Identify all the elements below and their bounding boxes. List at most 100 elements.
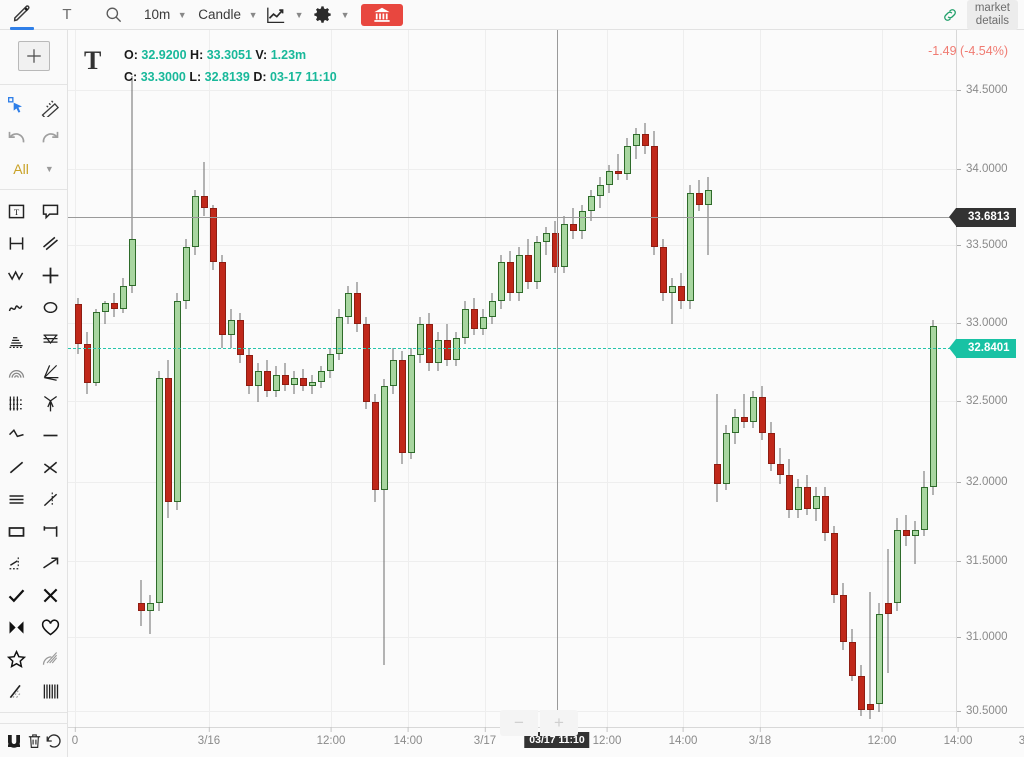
horizontal-line-icon[interactable]: [34, 419, 68, 451]
zigzag-icon[interactable]: [0, 259, 34, 291]
line-chart-icon[interactable]: [261, 0, 291, 30]
star-icon[interactable]: [0, 643, 34, 675]
heart-icon[interactable]: [34, 611, 68, 643]
fib-speed-fan-icon[interactable]: [34, 643, 68, 675]
callout-icon[interactable]: [34, 195, 68, 227]
fib-channel-icon[interactable]: [0, 483, 34, 515]
zoom-out-button[interactable]: −: [500, 710, 538, 736]
text-tool-button[interactable]: T: [62, 6, 72, 23]
candle: [389, 347, 397, 394]
gear-icon[interactable]: [307, 0, 337, 30]
undo-icon[interactable]: [0, 122, 34, 154]
chevron-down-icon[interactable]: ▼: [294, 9, 304, 20]
candle: [911, 520, 919, 565]
pencil-icon[interactable]: [0, 0, 44, 30]
candle-body: [74, 304, 82, 345]
chart-type-selector[interactable]: Candle: [198, 7, 242, 22]
cross-lines-icon[interactable]: [34, 451, 68, 483]
candle-body: [812, 496, 820, 509]
candle: [650, 130, 658, 255]
candle-body: [200, 195, 208, 209]
candle: [263, 359, 271, 398]
candle: [497, 254, 505, 309]
bank-icon[interactable]: [361, 3, 404, 26]
candle-body: [182, 246, 190, 302]
fib-retracement-icon[interactable]: [34, 323, 68, 355]
fib-wedge-icon[interactable]: [34, 355, 68, 387]
candle-body: [515, 254, 523, 294]
candle-body: [731, 417, 739, 433]
ruler-icon[interactable]: [34, 90, 68, 122]
candle: [344, 285, 352, 325]
magnet-icon[interactable]: [4, 725, 24, 757]
scribble-icon[interactable]: [0, 291, 34, 323]
candle: [209, 205, 217, 271]
candle-body: [911, 530, 919, 537]
ray-icon[interactable]: [0, 675, 34, 707]
candle: [443, 324, 451, 367]
chevron-down-icon[interactable]: ▼: [177, 9, 187, 20]
time-tick: 3/16: [197, 727, 221, 747]
candle: [875, 603, 883, 712]
trash-icon[interactable]: [24, 725, 44, 757]
fib-grid-icon[interactable]: [0, 387, 34, 419]
candle: [623, 138, 631, 181]
chevron-down-icon[interactable]: ▼: [248, 9, 258, 20]
candle-body: [740, 417, 748, 422]
candle: [272, 366, 280, 398]
candle-body: [371, 401, 379, 490]
candle-body: [569, 223, 577, 232]
ellipse-icon[interactable]: [34, 291, 68, 323]
candle: [794, 479, 802, 518]
date-key: D:: [253, 70, 267, 84]
text-box-icon[interactable]: T: [0, 195, 34, 227]
candle-body: [92, 311, 100, 384]
candle-body: [686, 192, 694, 302]
candle: [902, 514, 910, 546]
rectangle-icon[interactable]: [0, 515, 34, 547]
range-bar-icon[interactable]: [34, 515, 68, 547]
x-mark-icon[interactable]: [34, 579, 68, 611]
redo-icon[interactable]: [34, 122, 68, 154]
grid-line-v: [607, 30, 608, 727]
close-value: 33.3000: [140, 70, 186, 84]
dotted-trend-icon[interactable]: [0, 547, 34, 579]
market-details-button[interactable]: market details: [966, 0, 1018, 30]
bars-pattern-icon[interactable]: [34, 675, 68, 707]
candle: [596, 177, 604, 209]
trend-line-icon[interactable]: [0, 451, 34, 483]
candle: [524, 239, 532, 289]
pitchfork-icon[interactable]: [34, 387, 68, 419]
open-key: O:: [124, 48, 138, 62]
zoom-in-button[interactable]: +: [540, 710, 578, 736]
candle: [560, 215, 568, 274]
tool-filter-dropdown[interactable]: All ▼: [0, 154, 67, 184]
chevron-down-icon[interactable]: ▼: [340, 9, 350, 20]
reset-icon[interactable]: [44, 725, 64, 757]
crosshair-icon[interactable]: [17, 41, 50, 71]
link-icon[interactable]: [933, 0, 967, 30]
candle: [533, 236, 541, 289]
check-icon[interactable]: [0, 579, 34, 611]
triangle-pair-icon[interactable]: [0, 611, 34, 643]
interval-selector[interactable]: 10m: [144, 7, 171, 22]
price-plot[interactable]: [68, 30, 956, 727]
candle-body: [605, 170, 613, 185]
search-icon[interactable]: [90, 0, 136, 30]
crosshair-plus-icon[interactable]: [34, 259, 68, 291]
trend-angle-icon[interactable]: [34, 483, 68, 515]
candle: [470, 297, 478, 336]
gann-fan-dotted-icon[interactable]: [0, 323, 34, 355]
high-value: 33.3051: [206, 48, 252, 62]
parallel-channel-icon[interactable]: [34, 227, 68, 259]
candle: [236, 313, 244, 363]
cursor-icon[interactable]: [0, 90, 34, 122]
arc-icon[interactable]: [0, 355, 34, 387]
candle: [110, 293, 118, 317]
candle-body: [821, 496, 829, 534]
arrow-icon[interactable]: [34, 547, 68, 579]
active-underline: [10, 26, 34, 30]
price-axis[interactable]: 34.5000 34.0000 33.5000 33.0000 32.5000 32.00…: [949, 30, 1024, 727]
h-range-icon[interactable]: [0, 227, 34, 259]
polyline-icon[interactable]: [0, 419, 34, 451]
